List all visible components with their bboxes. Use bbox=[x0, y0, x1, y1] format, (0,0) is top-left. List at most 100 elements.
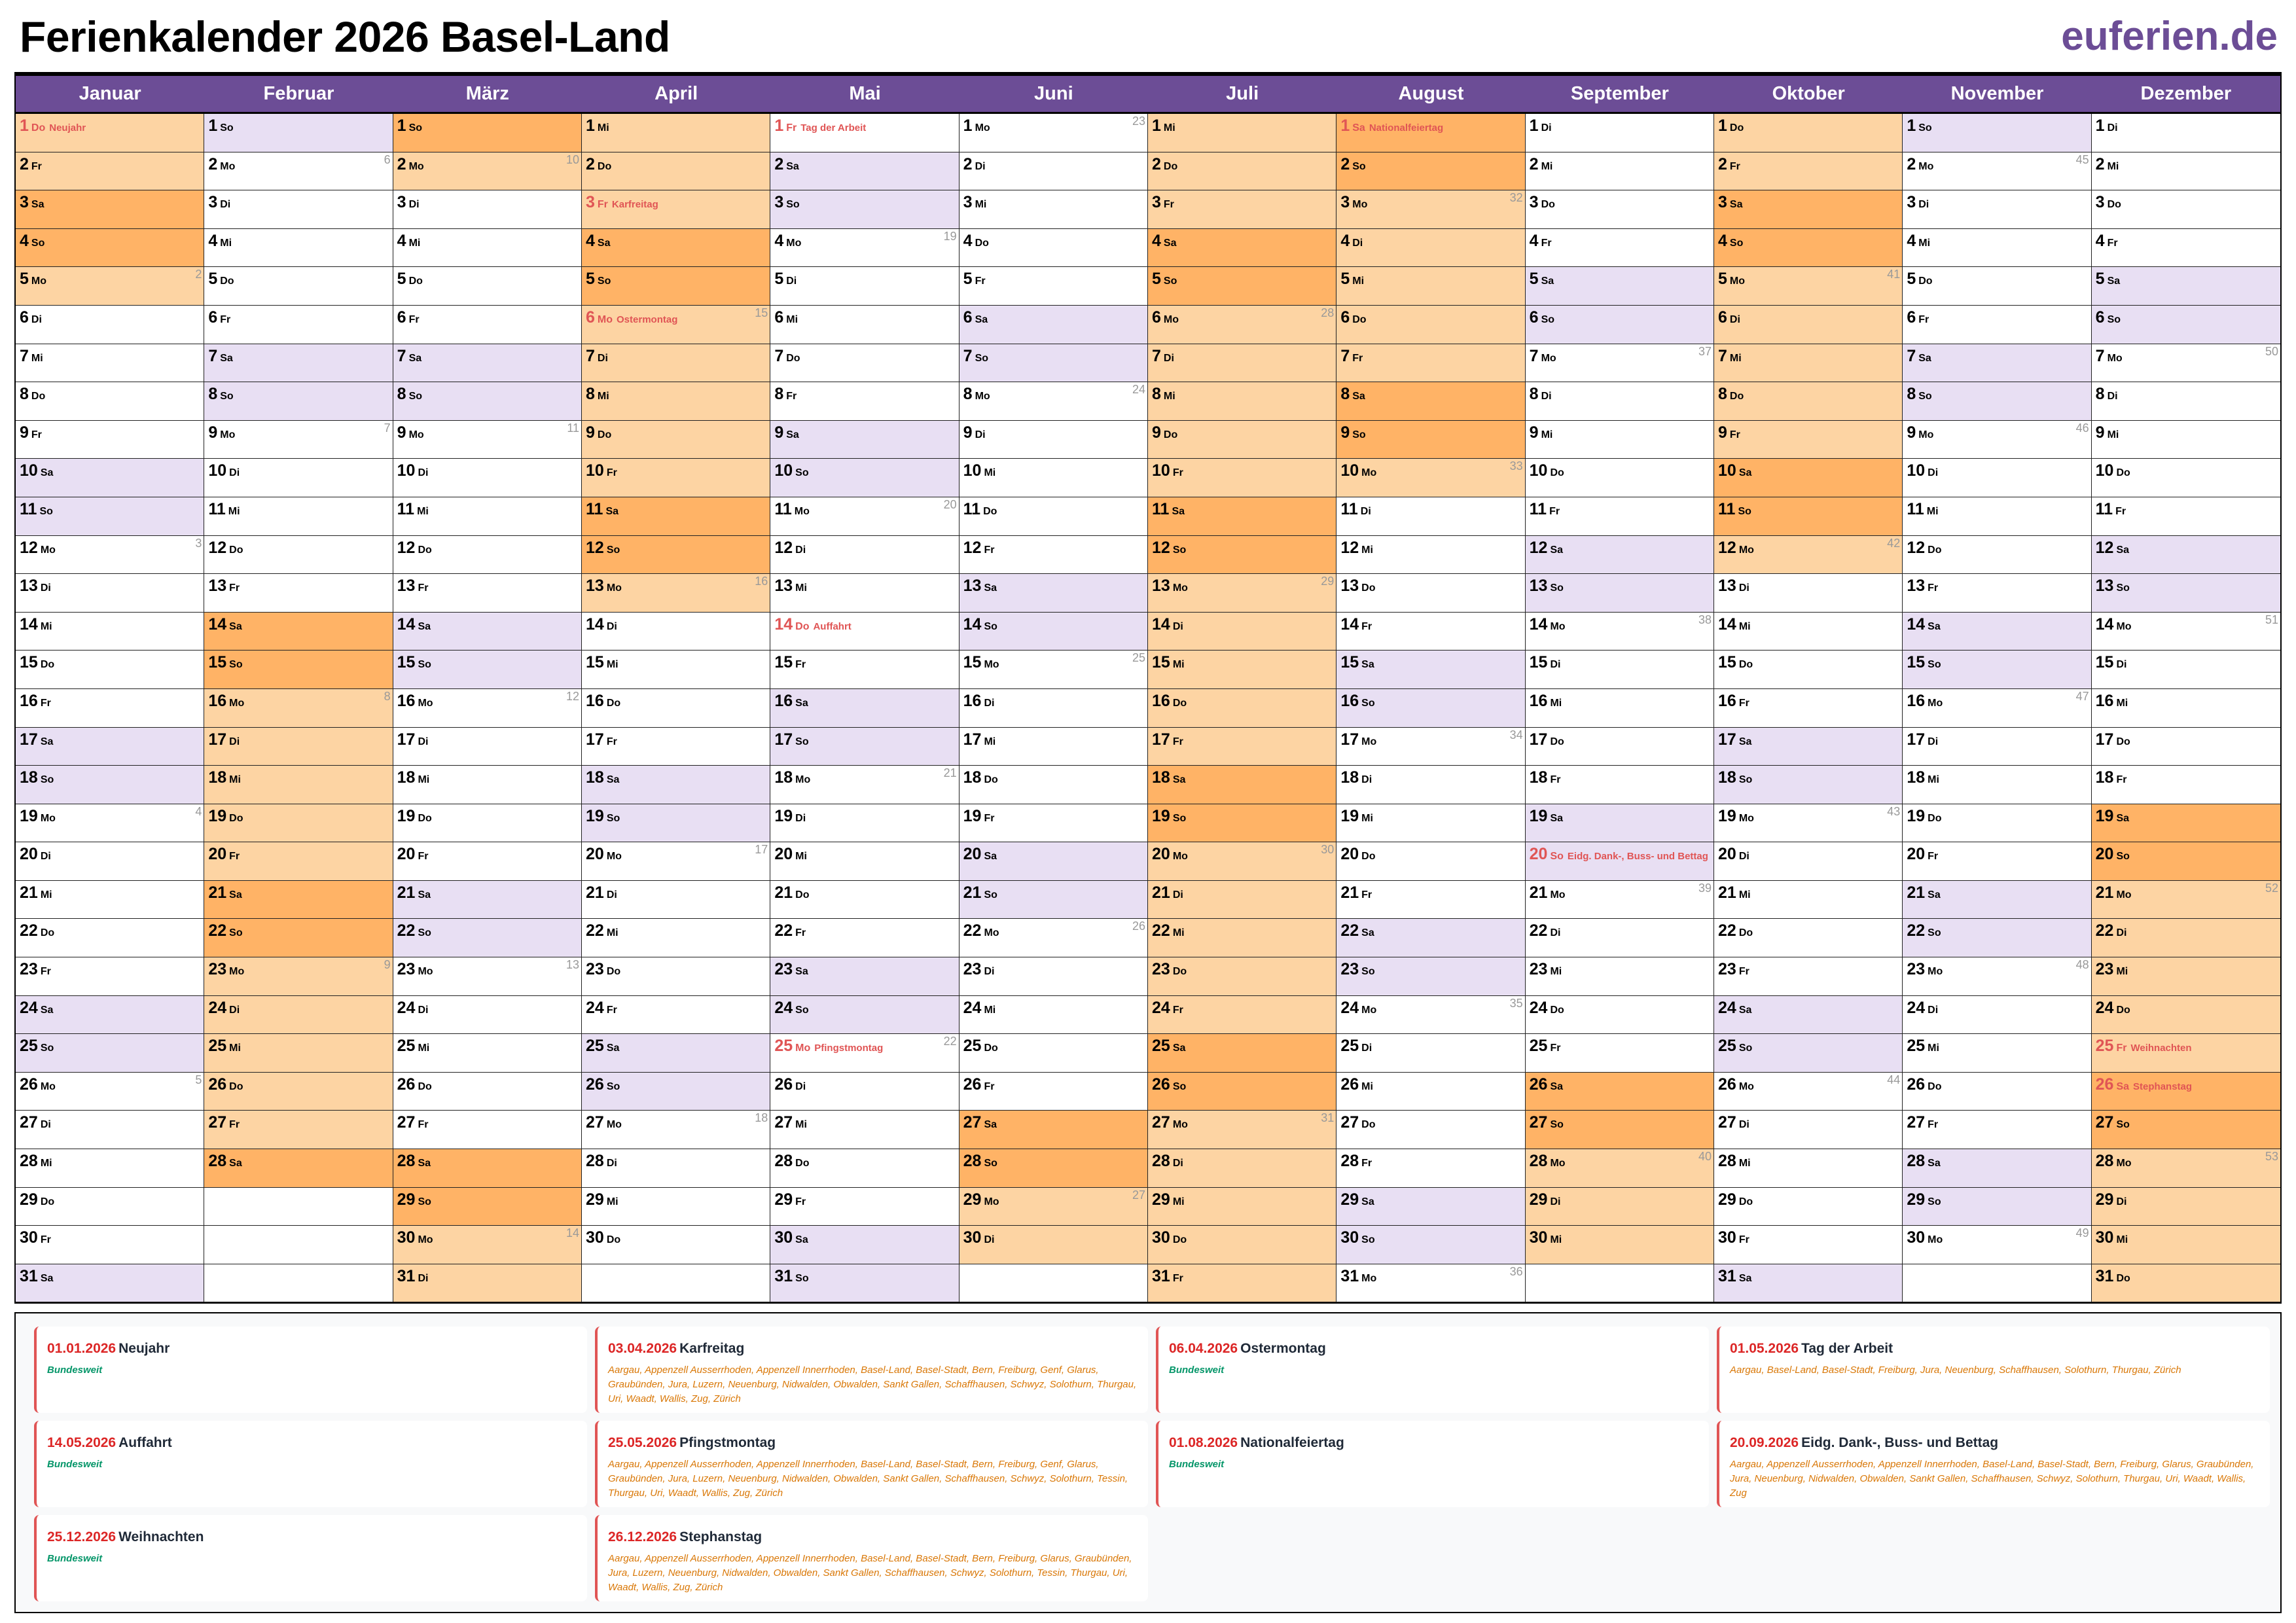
day-cell[interactable]: 31 Do bbox=[2091, 1264, 2280, 1303]
day-cell[interactable]: 6 Di bbox=[1714, 305, 1903, 344]
day-cell[interactable]: 14 Sa bbox=[1903, 612, 2092, 651]
day-cell[interactable]: 21 Mo 52 bbox=[2091, 880, 2280, 919]
day-cell[interactable]: 27 Sa bbox=[959, 1111, 1148, 1150]
day-cell[interactable]: 4 Sa bbox=[582, 228, 771, 268]
day-cell[interactable]: 22 So bbox=[393, 919, 582, 958]
day-cell[interactable]: 25 Mi bbox=[1903, 1034, 2092, 1073]
day-cell[interactable]: 3 Mi bbox=[959, 190, 1148, 229]
day-cell[interactable]: 17 Fr bbox=[1148, 727, 1337, 766]
day-cell[interactable]: 25 Mi bbox=[393, 1034, 582, 1073]
day-cell[interactable]: 5 Sa bbox=[2091, 267, 2280, 306]
day-cell[interactable]: 2 Fr bbox=[1714, 152, 1903, 191]
day-cell[interactable]: 8 Mi bbox=[582, 382, 771, 421]
day-cell[interactable]: 28 Sa bbox=[204, 1149, 393, 1188]
day-cell[interactable]: 10 Do bbox=[1525, 459, 1714, 497]
day-cell[interactable]: 12 Mo 3 bbox=[16, 535, 205, 575]
day-cell[interactable]: 25 So bbox=[1714, 1034, 1903, 1073]
day-cell[interactable]: 13 Fr bbox=[204, 574, 393, 613]
day-cell[interactable]: 5 Mo 41 bbox=[1714, 267, 1903, 306]
day-cell[interactable]: 14 Di bbox=[1148, 612, 1337, 651]
day-cell[interactable]: 15 Di bbox=[2091, 651, 2280, 689]
day-cell[interactable]: 6 So bbox=[2091, 305, 2280, 344]
day-cell[interactable]: 2 Mo 10 bbox=[393, 152, 582, 191]
day-cell[interactable]: 7 Fr bbox=[1336, 344, 1526, 383]
day-cell[interactable]: 30 Do bbox=[582, 1226, 771, 1264]
day-cell[interactable]: 1 Fr Tag der Arbeit bbox=[770, 114, 960, 152]
day-cell[interactable]: 10 Di bbox=[204, 459, 393, 497]
day-cell[interactable]: 4 Fr bbox=[2091, 228, 2280, 268]
day-cell[interactable]: 31 Mo 36 bbox=[1336, 1264, 1526, 1303]
day-cell[interactable]: 13 Fr bbox=[1903, 574, 2092, 613]
day-cell[interactable]: 18 Sa bbox=[1148, 766, 1337, 804]
day-cell[interactable]: 22 Fr bbox=[770, 919, 960, 958]
day-cell[interactable]: 2 Mo 6 bbox=[204, 152, 393, 191]
day-cell[interactable]: 18 So bbox=[16, 766, 205, 804]
day-cell[interactable]: 12 Fr bbox=[959, 535, 1148, 575]
day-cell[interactable]: 18 Do bbox=[959, 766, 1148, 804]
day-cell[interactable]: 24 Fr bbox=[1148, 995, 1337, 1035]
day-cell[interactable]: 1 Mi bbox=[1148, 114, 1337, 152]
day-cell[interactable]: 31 Sa bbox=[1714, 1264, 1903, 1303]
day-cell[interactable]: 8 Mo 24 bbox=[959, 382, 1148, 421]
day-cell[interactable]: 4 So bbox=[16, 228, 205, 268]
day-cell[interactable]: 6 Fr bbox=[393, 305, 582, 344]
day-cell[interactable]: 6 Mo Ostermontag 15 bbox=[582, 305, 771, 344]
day-cell[interactable]: 4 Do bbox=[959, 228, 1148, 268]
day-cell[interactable]: 20 Fr bbox=[204, 842, 393, 881]
day-cell[interactable]: 17 Di bbox=[1903, 727, 2092, 766]
day-cell[interactable]: 6 Fr bbox=[1903, 305, 2092, 344]
day-cell[interactable]: 9 Do bbox=[1148, 420, 1337, 459]
day-cell[interactable]: 5 Do bbox=[1903, 267, 2092, 306]
day-cell[interactable]: 10 Do bbox=[2091, 459, 2280, 497]
day-cell[interactable]: 24 So bbox=[770, 995, 960, 1035]
day-cell[interactable]: 8 Mi bbox=[1148, 382, 1337, 421]
day-cell[interactable]: 22 Mi bbox=[1148, 919, 1337, 958]
day-cell[interactable]: 14 Fr bbox=[1336, 612, 1526, 651]
day-cell[interactable]: 9 Fr bbox=[16, 420, 205, 459]
day-cell[interactable]: 3 Fr bbox=[1148, 190, 1337, 229]
day-cell[interactable]: 28 Di bbox=[1148, 1149, 1337, 1188]
day-cell[interactable]: 25 So bbox=[16, 1034, 205, 1073]
day-cell[interactable]: 20 Fr bbox=[393, 842, 582, 881]
day-cell[interactable]: 12 Do bbox=[204, 535, 393, 575]
day-cell[interactable]: 28 Sa bbox=[393, 1149, 582, 1188]
day-cell[interactable]: 28 Mi bbox=[1714, 1149, 1903, 1188]
day-cell[interactable]: 1 Mi bbox=[582, 114, 771, 152]
day-cell[interactable]: 21 Di bbox=[582, 880, 771, 919]
day-cell[interactable]: 23 Fr bbox=[1714, 957, 1903, 996]
day-cell[interactable]: 10 So bbox=[770, 459, 960, 497]
day-cell[interactable]: 9 Mo 46 bbox=[1903, 420, 2092, 459]
day-cell[interactable]: 27 Di bbox=[16, 1111, 205, 1150]
day-cell[interactable]: 12 Sa bbox=[1525, 535, 1714, 575]
day-cell[interactable]: 29 Mi bbox=[1148, 1187, 1337, 1226]
day-cell[interactable]: 3 Di bbox=[204, 190, 393, 229]
day-cell[interactable]: 7 Mi bbox=[1714, 344, 1903, 383]
day-cell[interactable]: 12 So bbox=[1148, 535, 1337, 575]
day-cell[interactable]: 15 Mi bbox=[582, 651, 771, 689]
day-cell[interactable]: 22 Do bbox=[1714, 919, 1903, 958]
day-cell[interactable]: 5 Sa bbox=[1525, 267, 1714, 306]
day-cell[interactable]: 19 Do bbox=[1903, 804, 2092, 843]
day-cell[interactable]: 9 Fr bbox=[1714, 420, 1903, 459]
day-cell[interactable]: 22 Sa bbox=[1336, 919, 1526, 958]
day-cell[interactable]: 29 Do bbox=[16, 1187, 205, 1226]
day-cell[interactable]: 3 Di bbox=[393, 190, 582, 229]
day-cell[interactable]: 30 Mo 14 bbox=[393, 1226, 582, 1264]
day-cell[interactable]: 28 Mo 40 bbox=[1525, 1149, 1714, 1188]
day-cell[interactable]: 30 Mi bbox=[2091, 1226, 2280, 1264]
day-cell[interactable]: 16 Mi bbox=[2091, 688, 2280, 728]
day-cell[interactable]: 30 Do bbox=[1148, 1226, 1337, 1264]
day-cell[interactable]: 31 Di bbox=[393, 1264, 582, 1303]
day-cell[interactable]: 18 Mi bbox=[204, 766, 393, 804]
day-cell[interactable]: 22 Mi bbox=[582, 919, 771, 958]
day-cell[interactable]: 16 So bbox=[1336, 688, 1526, 728]
day-cell[interactable]: 13 Mo 16 bbox=[582, 574, 771, 613]
day-cell[interactable]: 17 Sa bbox=[1714, 727, 1903, 766]
day-cell[interactable]: 26 Fr bbox=[959, 1072, 1148, 1111]
day-cell[interactable]: 10 Mi bbox=[959, 459, 1148, 497]
day-cell[interactable]: 11 Fr bbox=[2091, 497, 2280, 536]
day-cell[interactable]: 26 Mo 44 bbox=[1714, 1072, 1903, 1111]
day-cell[interactable]: 24 Sa bbox=[1714, 995, 1903, 1035]
day-cell[interactable]: 18 Fr bbox=[1525, 766, 1714, 804]
day-cell[interactable]: 20 Mo 30 bbox=[1148, 842, 1337, 881]
